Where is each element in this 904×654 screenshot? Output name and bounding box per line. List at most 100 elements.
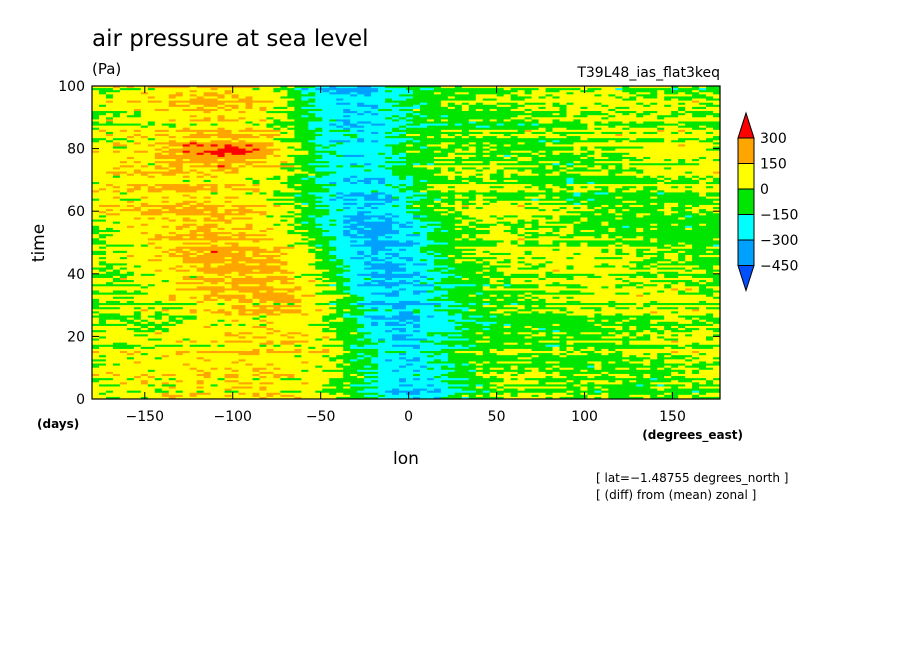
heatmap-cell (350, 177, 365, 181)
heatmap-cell (378, 113, 407, 116)
heatmap-cell (350, 269, 386, 273)
heatmap-cell (210, 392, 239, 396)
heatmap-cell (412, 334, 428, 337)
heatmap-cell (105, 240, 212, 243)
heatmap-cell (147, 380, 177, 383)
heatmap-cell (503, 171, 532, 175)
heatmap-cell (517, 234, 526, 237)
heatmap-cell (392, 309, 414, 312)
heatmap-cell (308, 98, 316, 102)
heatmap-cell (175, 140, 191, 143)
heatmap-cell (503, 388, 519, 392)
heatmap-cell (517, 232, 526, 235)
heatmap-cell (636, 227, 644, 231)
heatmap-cell (119, 186, 135, 189)
heatmap-cell (538, 369, 581, 373)
heatmap-cell (301, 344, 323, 348)
heatmap-cell (447, 336, 484, 339)
heatmap-cell (552, 129, 658, 133)
heatmap-cell (175, 92, 184, 95)
heatmap-cell (406, 221, 414, 225)
heatmap-cell (378, 340, 386, 344)
heatmap-cell (98, 181, 253, 185)
heatmap-cell (503, 313, 512, 316)
heatmap-cell (133, 225, 163, 229)
heatmap-cell (329, 392, 337, 396)
heatmap-cell (440, 196, 449, 200)
heatmap-cell (685, 92, 700, 95)
heatmap-cell (713, 288, 721, 291)
heatmap-cell (189, 127, 218, 131)
heatmap-cell (245, 255, 253, 258)
heatmap-cell (475, 394, 484, 398)
heatmap-cell (294, 217, 316, 220)
heatmap-cell (126, 390, 142, 394)
heatmap-cell (685, 113, 693, 116)
heatmap-cell (112, 167, 121, 170)
heatmap-cell (489, 392, 498, 396)
heatmap-cell (692, 100, 700, 104)
heatmap-cell (322, 186, 393, 189)
heatmap-cell (510, 325, 526, 329)
heatmap-cell (706, 223, 721, 227)
heatmap-cell (259, 300, 267, 304)
heatmap-cell (601, 127, 623, 131)
heatmap-cell (392, 217, 414, 220)
heatmap-cell (608, 236, 616, 239)
heatmap-cell (503, 277, 512, 281)
heatmap-cell (140, 273, 156, 277)
heatmap-cell (280, 250, 309, 254)
heatmap-cell (273, 204, 281, 208)
heatmap-cell (419, 163, 428, 166)
heatmap-cell (461, 204, 470, 208)
heatmap-cell (664, 286, 672, 289)
heatmap-cell (419, 282, 428, 285)
heatmap-cell (364, 277, 372, 281)
heatmap-cell (713, 186, 721, 189)
heatmap-cell (336, 328, 358, 331)
heatmap-cell (385, 219, 393, 223)
heatmap-cell (629, 282, 644, 285)
x-tick-label: 100 (571, 409, 598, 425)
heatmap-cell (92, 161, 121, 164)
heatmap-cell (678, 386, 693, 389)
heatmap-cell (594, 209, 609, 212)
heatmap-cell (189, 94, 198, 97)
heatmap-cell (92, 221, 114, 225)
heatmap-cell (203, 207, 218, 210)
heatmap-cell (392, 196, 400, 200)
heatmap-cell (545, 382, 567, 385)
heatmap-cell (147, 184, 156, 187)
heatmap-cell (510, 108, 526, 112)
heatmap-cell (559, 371, 602, 375)
heatmap-cell (399, 392, 407, 396)
heatmap-cell (475, 319, 588, 323)
heatmap-cell (510, 227, 519, 231)
heatmap-cell (329, 359, 337, 362)
heatmap-cell (140, 142, 156, 145)
heatmap-cell (329, 144, 337, 147)
heatmap-cell (706, 177, 714, 181)
heatmap-cell (426, 136, 435, 139)
heatmap-cell (678, 365, 686, 369)
heatmap-cell (461, 315, 470, 319)
heatmap-cell (92, 192, 121, 195)
heatmap-cell (224, 390, 239, 394)
heatmap-cell (147, 175, 156, 179)
heatmap-cell (489, 286, 498, 289)
heatmap-cell (175, 269, 191, 273)
heatmap-cell (92, 186, 114, 189)
heatmap-cell (399, 353, 407, 356)
heatmap-cell (587, 286, 602, 289)
heatmap-cell (447, 353, 477, 356)
heatmap-cell (224, 217, 232, 220)
heatmap-cell (517, 309, 532, 312)
heatmap-cell (566, 111, 581, 114)
heatmap-cell (447, 365, 456, 369)
heatmap-cell (336, 396, 379, 400)
heatmap-cell (147, 217, 156, 220)
heatmap-cell (315, 167, 386, 170)
heatmap-cell (454, 275, 463, 279)
heatmap-cell (475, 169, 484, 172)
